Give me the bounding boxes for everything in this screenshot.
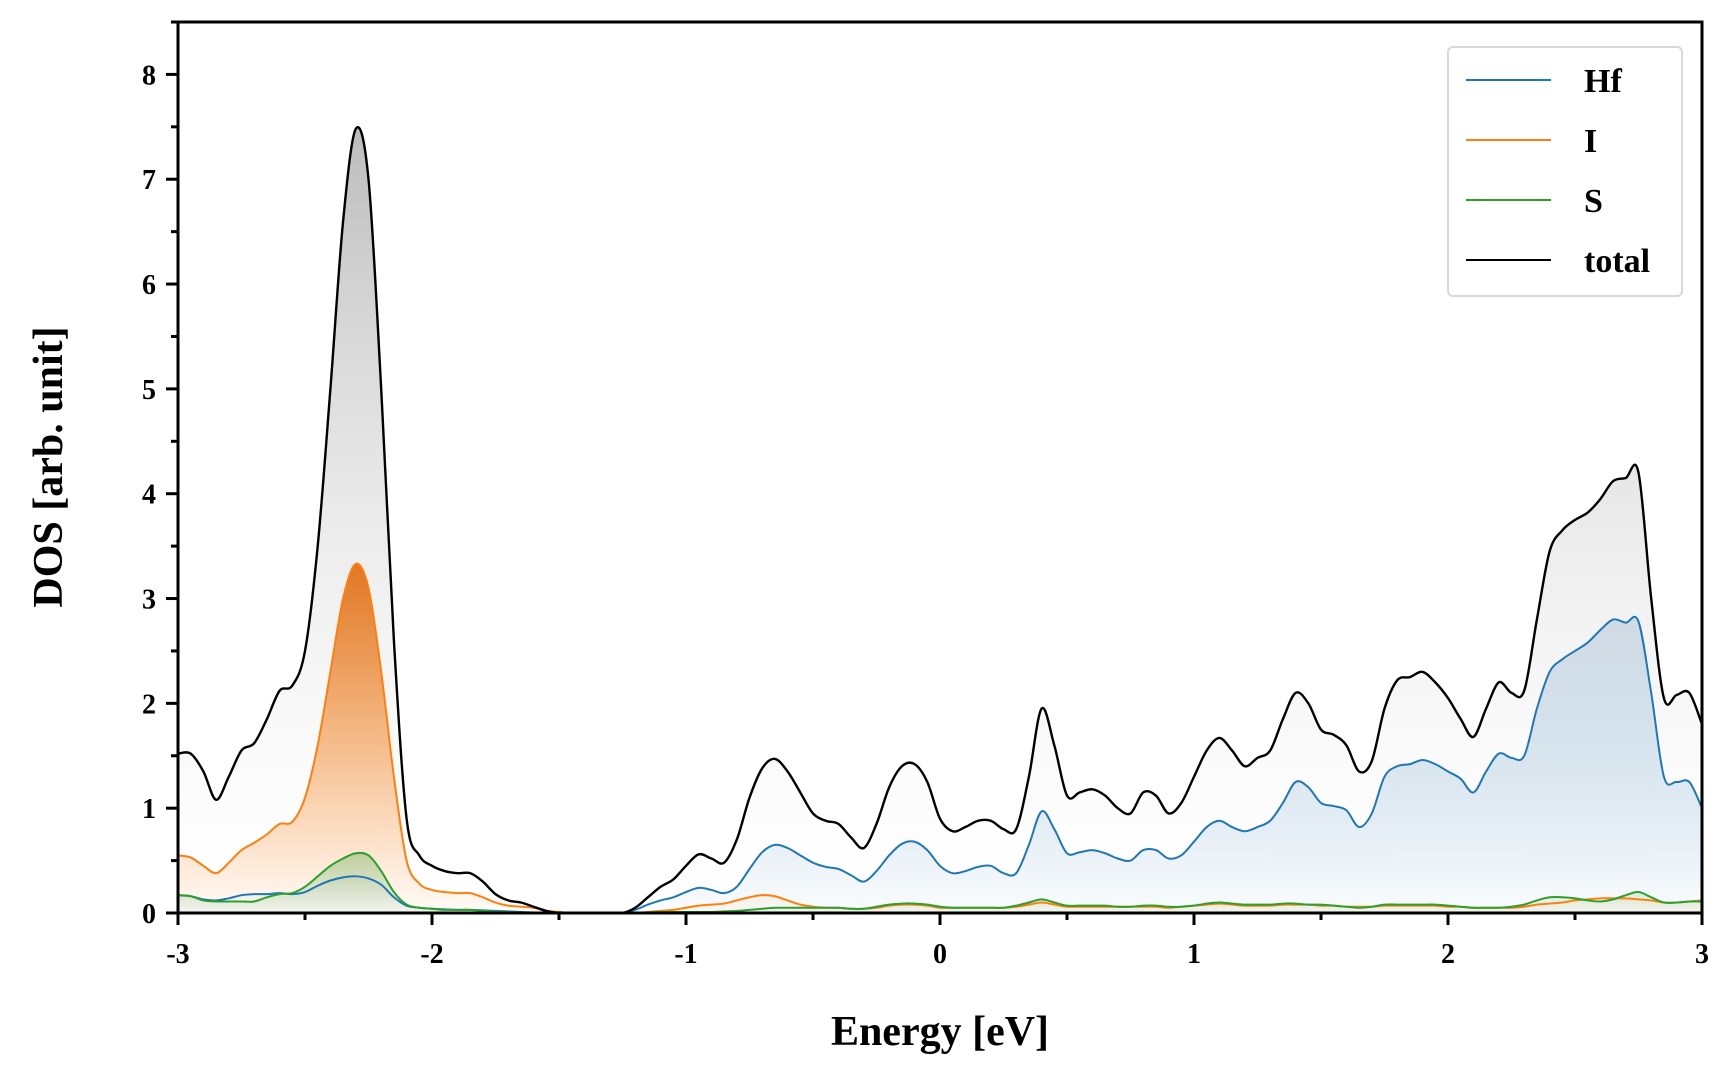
y-tick-label: 5 (142, 375, 156, 406)
x-axis-label: Energy [eV] (831, 1009, 1049, 1055)
legend-box (1447, 46, 1683, 297)
axes: -3 -2 -1 0 1 2 3 0 1 2 3 4 5 6 7 8 (142, 20, 1709, 970)
series-lines (178, 126, 1702, 913)
y-tick-label: 4 (142, 480, 156, 511)
y-tick-label: 6 (142, 270, 156, 301)
legend-label-total: total (1584, 243, 1650, 280)
i-line (178, 562, 1702, 913)
x-tick-label: -2 (420, 939, 443, 970)
y-axis-label: DOS [arb. unit] (26, 326, 72, 607)
x-tick-label: 3 (1695, 939, 1709, 970)
y-tick-label: 2 (142, 689, 156, 720)
x-tick-label: 0 (933, 939, 947, 970)
s-area-fill (178, 852, 1702, 913)
y-tick-label: 7 (142, 165, 156, 196)
legend-label-hf: Hf (1584, 63, 1622, 100)
y-tick-label: 1 (142, 794, 156, 825)
x-tick-label: -3 (166, 939, 189, 970)
x-tick-label: 2 (1441, 939, 1455, 970)
y-tick-label: 0 (142, 899, 156, 930)
y-tick-label: 8 (142, 60, 156, 91)
hf-area-fill (178, 616, 1702, 913)
y-tick-label: 3 (142, 585, 156, 616)
legend-label-i: I (1584, 123, 1597, 160)
total-line (178, 126, 1702, 913)
area-fills (178, 127, 1702, 913)
s-line (178, 851, 1702, 913)
x-tick-label: -1 (674, 939, 697, 970)
legend-label-s: S (1584, 183, 1603, 220)
x-tick-label: 1 (1187, 939, 1201, 970)
